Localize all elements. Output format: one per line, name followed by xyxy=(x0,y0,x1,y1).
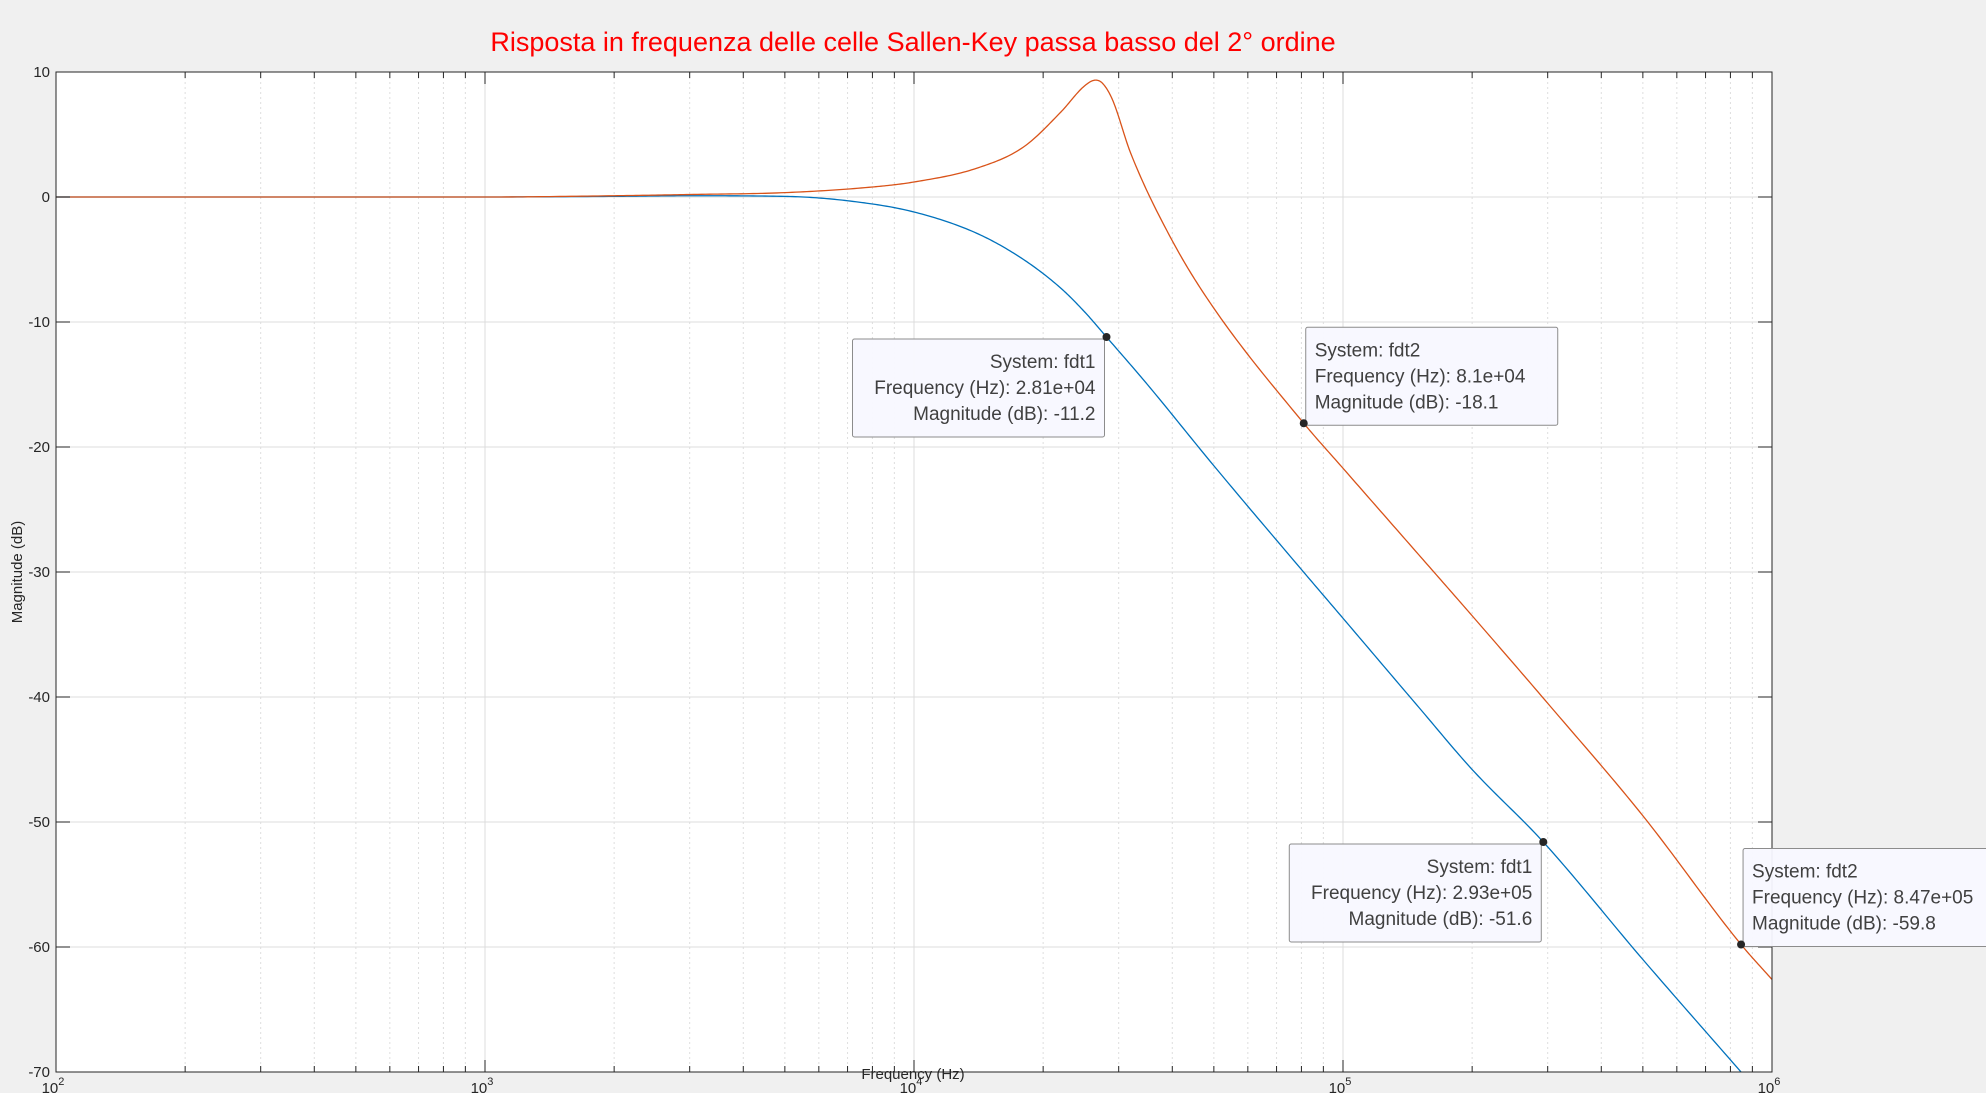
datatip-line: System: fdt1 xyxy=(990,352,1096,373)
x-tick-exponent: 6 xyxy=(1774,1076,1780,1088)
x-tick-label: 104 xyxy=(900,1076,923,1093)
datatip-fdt2: System: fdt2 Frequency (Hz): 8.1e+04 Magni… xyxy=(1299,326,1559,428)
datatip-fdt1: System: fdt1 Frequency (Hz): 2.81e+04 Magn… xyxy=(851,333,1111,438)
datatip-marker xyxy=(1737,940,1746,949)
x-tick-label: 105 xyxy=(1329,1076,1352,1093)
datatips-layer: System: fdt1 Frequency (Hz): 2.81e+04 Magn… xyxy=(851,326,1986,949)
y-tick-label: -10 xyxy=(28,314,50,331)
y-tick-label: -30 xyxy=(28,564,50,581)
x-axis-label: Frequency (Hz) xyxy=(861,1066,964,1083)
x-tick-base: 10 xyxy=(42,1080,59,1093)
series-line-fdt2 xyxy=(56,79,1772,980)
x-tick-base: 10 xyxy=(900,1080,917,1093)
y-tick-label: -20 xyxy=(28,439,50,456)
y-tick-label: -50 xyxy=(28,814,50,831)
datatip-marker xyxy=(1299,419,1308,428)
datatip-line: Frequency (Hz): 8.1e+04 xyxy=(1315,366,1526,387)
datatip-box xyxy=(1742,848,1986,947)
datatip-line: System: fdt2 xyxy=(1315,340,1421,361)
datatip-line: Magnitude (dB): -51.6 xyxy=(1349,909,1533,930)
series-line-fdt1 xyxy=(56,195,1742,1072)
datatip-line: Frequency (Hz): 2.81e+04 xyxy=(874,378,1096,399)
x-tick-label: 102 xyxy=(42,1076,65,1093)
series-layer xyxy=(56,79,1772,1072)
x-tick-label: 103 xyxy=(471,1076,494,1093)
datatip-line: Magnitude (dB): -59.8 xyxy=(1752,914,1936,935)
datatip-line: System: fdt2 xyxy=(1752,862,1858,883)
datatip-line: Magnitude (dB): -11.2 xyxy=(913,404,1095,425)
datatip-marker xyxy=(1539,838,1548,846)
x-tick-exponent: 3 xyxy=(487,1076,493,1088)
x-tick-base: 10 xyxy=(471,1080,488,1093)
x-tick-base: 10 xyxy=(1329,1080,1346,1093)
x-tick-exponent: 2 xyxy=(58,1076,64,1088)
datatip-fdt1: System: fdt1 Frequency (Hz): 2.93e+05 Magn… xyxy=(1288,838,1548,943)
y-tick-label: 10 xyxy=(33,64,50,81)
datatip-marker xyxy=(1102,333,1111,341)
datatip-fdt2: System: fdt2 Frequency (Hz): 8.47e+05 Magn… xyxy=(1737,848,1986,949)
datatip-box xyxy=(1288,843,1542,943)
y-tick-label: -70 xyxy=(28,1064,50,1081)
datatip-line: Magnitude (dB): -18.1 xyxy=(1315,392,1499,413)
y-tick-label: -40 xyxy=(28,689,50,706)
y-tick-label: -60 xyxy=(28,939,50,956)
x-tick-exponent: 5 xyxy=(1345,1076,1351,1088)
datatip-line: Frequency (Hz): 8.47e+05 xyxy=(1752,888,1973,909)
x-tick-label: 106 xyxy=(1758,1076,1781,1093)
datatip-line: Frequency (Hz): 2.93e+05 xyxy=(1311,883,1532,904)
y-axis-label: Magnitude (dB) xyxy=(9,521,26,624)
datatip-line: System: fdt1 xyxy=(1427,857,1533,878)
datatip-box xyxy=(851,338,1105,438)
x-tick-base: 10 xyxy=(1758,1080,1775,1093)
x-tick-exponent: 4 xyxy=(916,1076,922,1088)
datatip-box xyxy=(1305,326,1559,426)
y-tick-label: 0 xyxy=(42,189,50,206)
chart-title: Risposta in frequenza delle celle Sallen… xyxy=(490,27,1335,57)
